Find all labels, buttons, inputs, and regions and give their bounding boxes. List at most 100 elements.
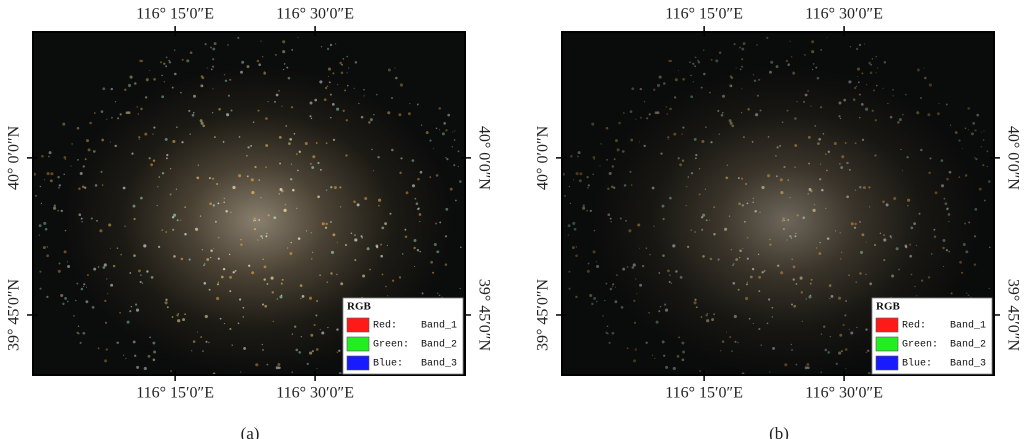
light-dot — [48, 151, 52, 155]
light-dot — [266, 363, 269, 366]
light-dot — [304, 141, 308, 146]
light-dot — [330, 250, 335, 254]
light-dot — [416, 103, 419, 106]
light-dot — [720, 350, 722, 352]
light-dot — [910, 273, 913, 276]
light-dot — [414, 197, 417, 200]
light-dot — [192, 340, 196, 343]
light-dot — [974, 129, 977, 132]
light-dot — [934, 191, 938, 195]
light-dot — [968, 221, 971, 224]
light-dot — [715, 59, 719, 63]
light-dot — [161, 95, 165, 99]
light-dot — [808, 188, 812, 191]
light-dot — [844, 142, 847, 144]
light-dot — [315, 142, 318, 144]
light-dot — [283, 208, 287, 212]
light-dot — [338, 349, 341, 352]
light-dot — [319, 328, 321, 330]
light-dot — [311, 166, 315, 169]
light-dot — [212, 58, 215, 61]
light-dot — [279, 295, 283, 299]
light-dot — [942, 246, 945, 250]
legend-label: Green: — [373, 340, 409, 351]
light-dot — [114, 144, 117, 148]
light-dot — [730, 85, 733, 87]
light-dot — [883, 259, 886, 262]
light-dot — [602, 315, 604, 317]
light-dot — [593, 229, 596, 232]
light-dot — [812, 208, 816, 212]
light-dot — [638, 247, 640, 249]
light-dot — [438, 107, 442, 110]
light-dot — [760, 344, 762, 346]
light-dot — [234, 269, 237, 272]
light-dot — [81, 185, 85, 189]
light-dot — [336, 328, 339, 331]
light-dot — [827, 351, 830, 354]
bottom-coord-label: 116° 30′0″E — [276, 385, 354, 402]
light-dot — [661, 340, 665, 344]
light-dot — [457, 165, 460, 168]
light-dot — [616, 148, 620, 152]
light-dot — [800, 291, 804, 294]
light-dot — [667, 136, 670, 139]
light-dot — [291, 333, 294, 335]
right-coord-label: 39° 45′0″N — [475, 279, 492, 352]
light-dot — [407, 112, 411, 116]
light-dot — [188, 258, 191, 261]
light-dot — [614, 286, 617, 288]
light-dot — [943, 265, 945, 268]
light-dot — [413, 239, 417, 242]
light-dot — [771, 306, 774, 309]
light-dot — [266, 232, 268, 235]
light-dot — [808, 162, 811, 165]
top-coord-label: 116° 15′0″E — [665, 6, 743, 23]
light-dot — [869, 71, 873, 75]
light-dot — [339, 61, 343, 65]
light-dot — [106, 118, 108, 120]
light-dot — [283, 63, 286, 65]
light-dot — [319, 80, 323, 84]
light-dot — [859, 116, 861, 119]
light-dot — [93, 112, 96, 114]
light-dot — [869, 206, 871, 208]
light-dot — [936, 112, 940, 116]
light-dot — [163, 81, 166, 83]
light-dot — [324, 86, 328, 90]
legend-label: Blue: — [373, 358, 403, 370]
light-dot — [814, 125, 816, 127]
legend-label: Red: — [902, 320, 926, 332]
light-dot — [101, 138, 105, 142]
light-dot — [46, 172, 50, 176]
light-dot — [849, 46, 852, 48]
light-dot — [672, 366, 676, 371]
light-dot — [607, 187, 610, 190]
light-dot — [965, 292, 968, 294]
light-dot — [184, 313, 186, 316]
light-dot — [731, 124, 735, 128]
light-dot — [459, 287, 461, 290]
light-dot — [982, 164, 985, 167]
light-dot — [761, 185, 765, 190]
light-dot — [159, 61, 163, 64]
light-dot — [366, 247, 370, 251]
light-dot — [387, 68, 391, 72]
light-dot — [156, 204, 158, 207]
light-dot — [201, 85, 204, 87]
light-dot — [735, 67, 737, 69]
light-dot — [780, 271, 784, 275]
light-dot — [281, 105, 283, 107]
light-dot — [839, 163, 841, 165]
light-dot — [315, 348, 319, 351]
light-dot — [692, 81, 695, 83]
light-dot — [229, 78, 232, 81]
light-dot — [775, 154, 777, 157]
light-dot — [958, 139, 961, 142]
light-dot — [314, 98, 318, 102]
light-dot — [66, 261, 68, 263]
light-dot — [850, 331, 854, 335]
light-dot — [217, 257, 220, 260]
light-dot — [293, 133, 296, 135]
light-dot — [73, 315, 75, 317]
